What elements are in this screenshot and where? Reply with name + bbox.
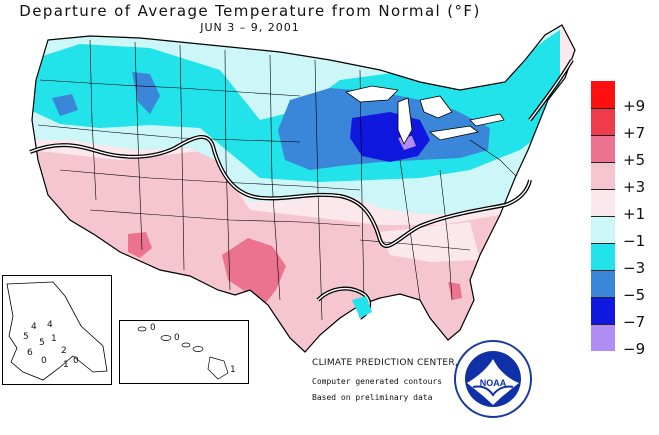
alaska-label: 4 xyxy=(31,322,37,332)
alaska-label: 0 xyxy=(41,356,47,366)
legend xyxy=(591,81,615,351)
warm-pocket-texas xyxy=(222,238,286,310)
legend-label-plus1: +1 xyxy=(623,205,646,223)
alaska-label: 6 xyxy=(27,348,33,358)
us-outline xyxy=(31,24,576,353)
map-date-range: JUN 3 – 9, 2001 xyxy=(200,21,300,34)
legend-label-plus7: +7 xyxy=(623,124,646,142)
legend-swatch-plus1 xyxy=(591,189,615,216)
alaska-label: 5 xyxy=(39,338,45,348)
credit-line-1: Computer generated contours xyxy=(312,377,443,386)
map-title: Departure of Average Temperature from No… xyxy=(19,2,481,20)
legend-label-plus5: +5 xyxy=(623,151,646,169)
warm-pocket-new-mexico xyxy=(128,232,152,258)
alaska-label: 4 xyxy=(47,320,53,330)
alaska-inset: 4 4 5 1 5 2 6 0 0 1 xyxy=(2,275,112,385)
hawaii-islands xyxy=(137,326,229,380)
alaska-label: 2 xyxy=(61,346,67,356)
legend-label-minus3: −3 xyxy=(623,259,646,277)
legend-label-plus9: +9 xyxy=(623,97,646,115)
noaa-logo: NOAA xyxy=(454,340,532,418)
legend-label-minus5: −5 xyxy=(623,286,646,304)
gulf-cool-pocket xyxy=(352,296,372,318)
hawaii-label: 0 xyxy=(174,333,180,343)
hawaii-label: 0 xyxy=(150,323,156,333)
state-boundaries xyxy=(37,39,521,321)
legend-label-minus1: −1 xyxy=(623,232,646,250)
legend-label-minus7: −7 xyxy=(623,313,646,331)
alaska-label: 1 xyxy=(51,334,57,344)
cool-zone-montana xyxy=(132,72,160,114)
noaa-logo-text: NOAA xyxy=(480,378,507,388)
credit-center: CLIMATE PREDICTION CENTER, NOAA xyxy=(312,358,489,368)
alaska-outline xyxy=(6,281,108,381)
legend-swatch-plus3 xyxy=(591,162,615,189)
alaska-label: 5 xyxy=(23,332,29,342)
alaska-label: 0 xyxy=(73,356,79,366)
legend-label-minus9: −9 xyxy=(623,340,646,358)
cold-core-michigan xyxy=(350,112,430,162)
legend-swatch-minus7 xyxy=(591,297,615,324)
legend-swatch-minus3 xyxy=(591,243,615,270)
legend-swatch-plus5 xyxy=(591,135,615,162)
legend-swatch-plus7 xyxy=(591,108,615,135)
credit-line-2: Based on preliminary data xyxy=(312,393,433,402)
legend-swatch-plus9 xyxy=(591,81,615,108)
hawaii-inset: 0 0 1 xyxy=(119,320,249,384)
legend-swatch-minus5 xyxy=(591,270,615,297)
great-lakes xyxy=(345,85,505,145)
legend-swatch-minus1 xyxy=(591,216,615,243)
alaska-label: 1 xyxy=(63,360,69,370)
legend-swatch-minus9 xyxy=(591,324,615,351)
legend-label-plus3: +3 xyxy=(623,178,646,196)
hawaii-label: 1 xyxy=(230,365,236,375)
